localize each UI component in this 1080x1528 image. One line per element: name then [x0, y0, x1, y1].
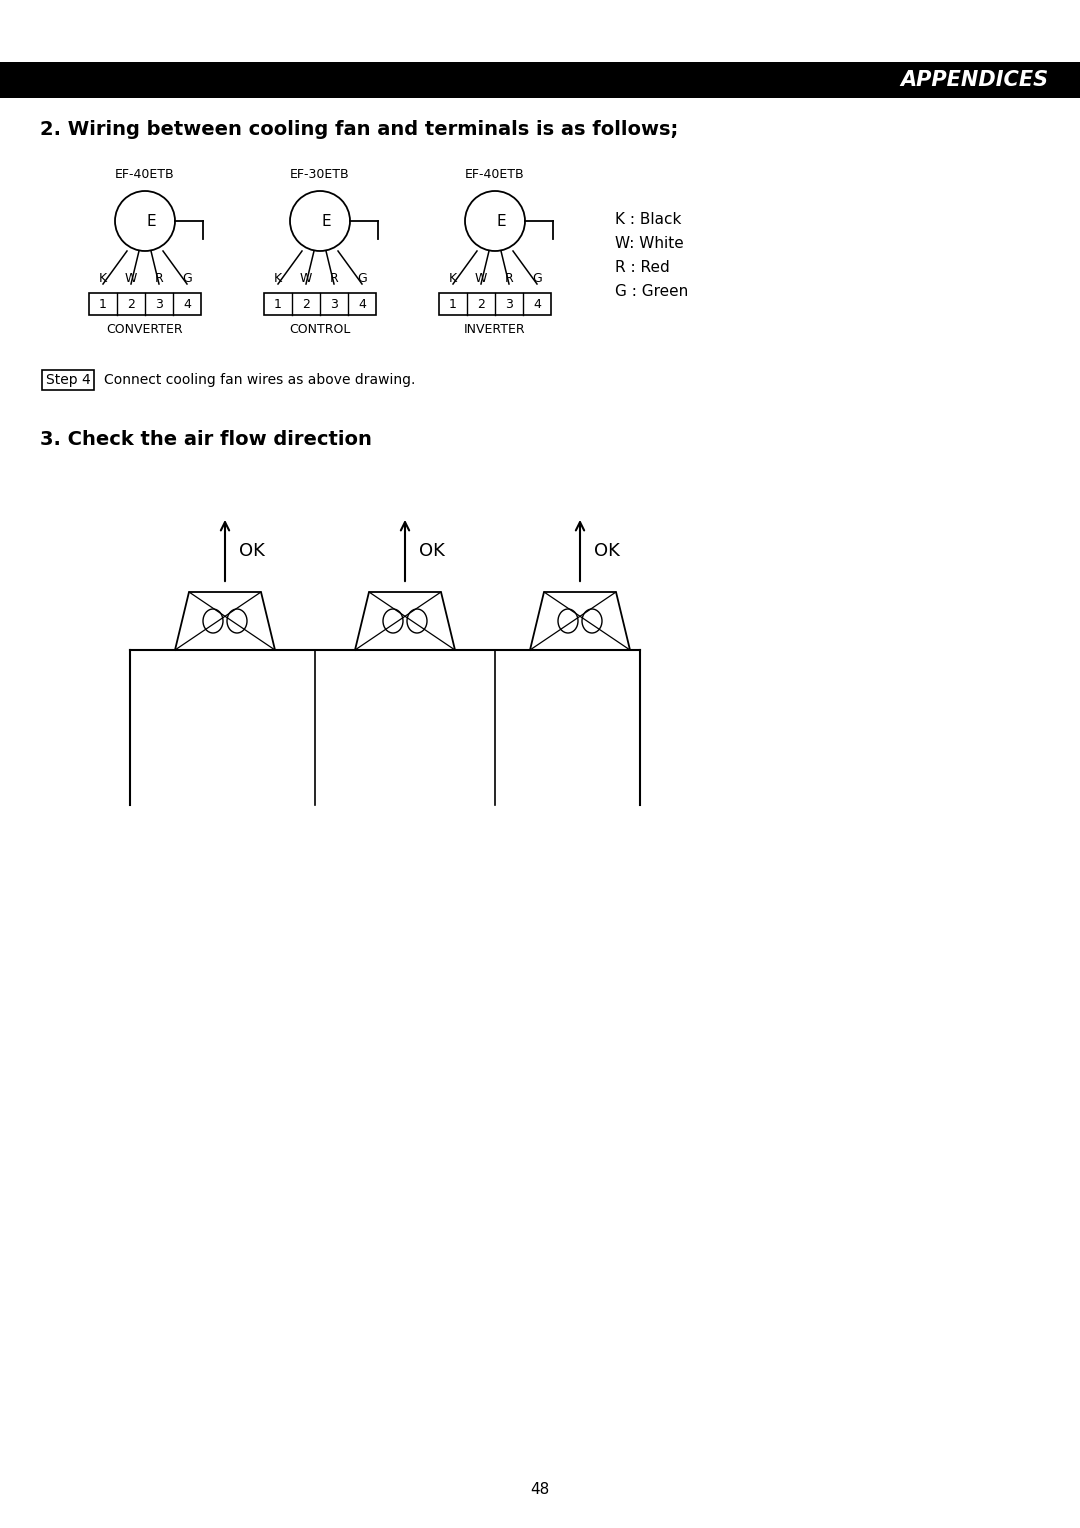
Text: EF-40ETB: EF-40ETB: [465, 168, 525, 180]
Text: G: G: [183, 272, 192, 286]
Text: 1: 1: [449, 298, 457, 310]
Text: 3: 3: [330, 298, 338, 310]
Text: 2: 2: [127, 298, 135, 310]
Text: W: W: [125, 272, 137, 286]
Text: Connect cooling fan wires as above drawing.: Connect cooling fan wires as above drawi…: [104, 373, 416, 387]
Text: INVERTER: INVERTER: [464, 322, 526, 336]
Text: G : Green: G : Green: [615, 284, 688, 299]
Text: EF-40ETB: EF-40ETB: [116, 168, 175, 180]
Text: G: G: [357, 272, 367, 286]
Text: E: E: [321, 214, 330, 229]
Text: EF-30ETB: EF-30ETB: [291, 168, 350, 180]
Text: W: W: [300, 272, 312, 286]
Text: K: K: [449, 272, 457, 286]
Text: E: E: [146, 214, 156, 229]
Text: G: G: [532, 272, 542, 286]
FancyBboxPatch shape: [42, 370, 94, 390]
Text: 1: 1: [274, 298, 282, 310]
Bar: [89, 293, 201, 315]
Text: R: R: [329, 272, 338, 286]
Text: 4: 4: [534, 298, 541, 310]
Text: CONTROL: CONTROL: [289, 322, 351, 336]
Text: 2: 2: [302, 298, 310, 310]
Bar: [438, 293, 551, 315]
Text: W: W: [475, 272, 487, 286]
Text: 3: 3: [156, 298, 163, 310]
Text: CONVERTER: CONVERTER: [107, 322, 184, 336]
Text: 48: 48: [530, 1482, 550, 1497]
Text: 2: 2: [477, 298, 485, 310]
Text: OK: OK: [419, 541, 445, 559]
Text: W: White: W: White: [615, 237, 684, 252]
Text: 1: 1: [99, 298, 107, 310]
Text: K : Black: K : Black: [615, 212, 681, 228]
Bar: [0, 63, 1080, 98]
Text: R : Red: R : Red: [615, 260, 670, 275]
Bar: [264, 293, 376, 315]
Text: R: R: [504, 272, 513, 286]
Text: OK: OK: [594, 541, 620, 559]
Text: 3. Check the air flow direction: 3. Check the air flow direction: [40, 429, 372, 449]
Text: R: R: [154, 272, 163, 286]
Text: 4: 4: [184, 298, 191, 310]
Text: OK: OK: [239, 541, 265, 559]
Text: K: K: [99, 272, 107, 286]
Text: 4: 4: [359, 298, 366, 310]
Text: Step 4: Step 4: [45, 373, 91, 387]
Text: APPENDICES: APPENDICES: [900, 70, 1048, 90]
Text: 2. Wiring between cooling fan and terminals is as follows;: 2. Wiring between cooling fan and termin…: [40, 121, 678, 139]
Text: K: K: [274, 272, 282, 286]
Text: 3: 3: [505, 298, 513, 310]
Text: E: E: [496, 214, 505, 229]
